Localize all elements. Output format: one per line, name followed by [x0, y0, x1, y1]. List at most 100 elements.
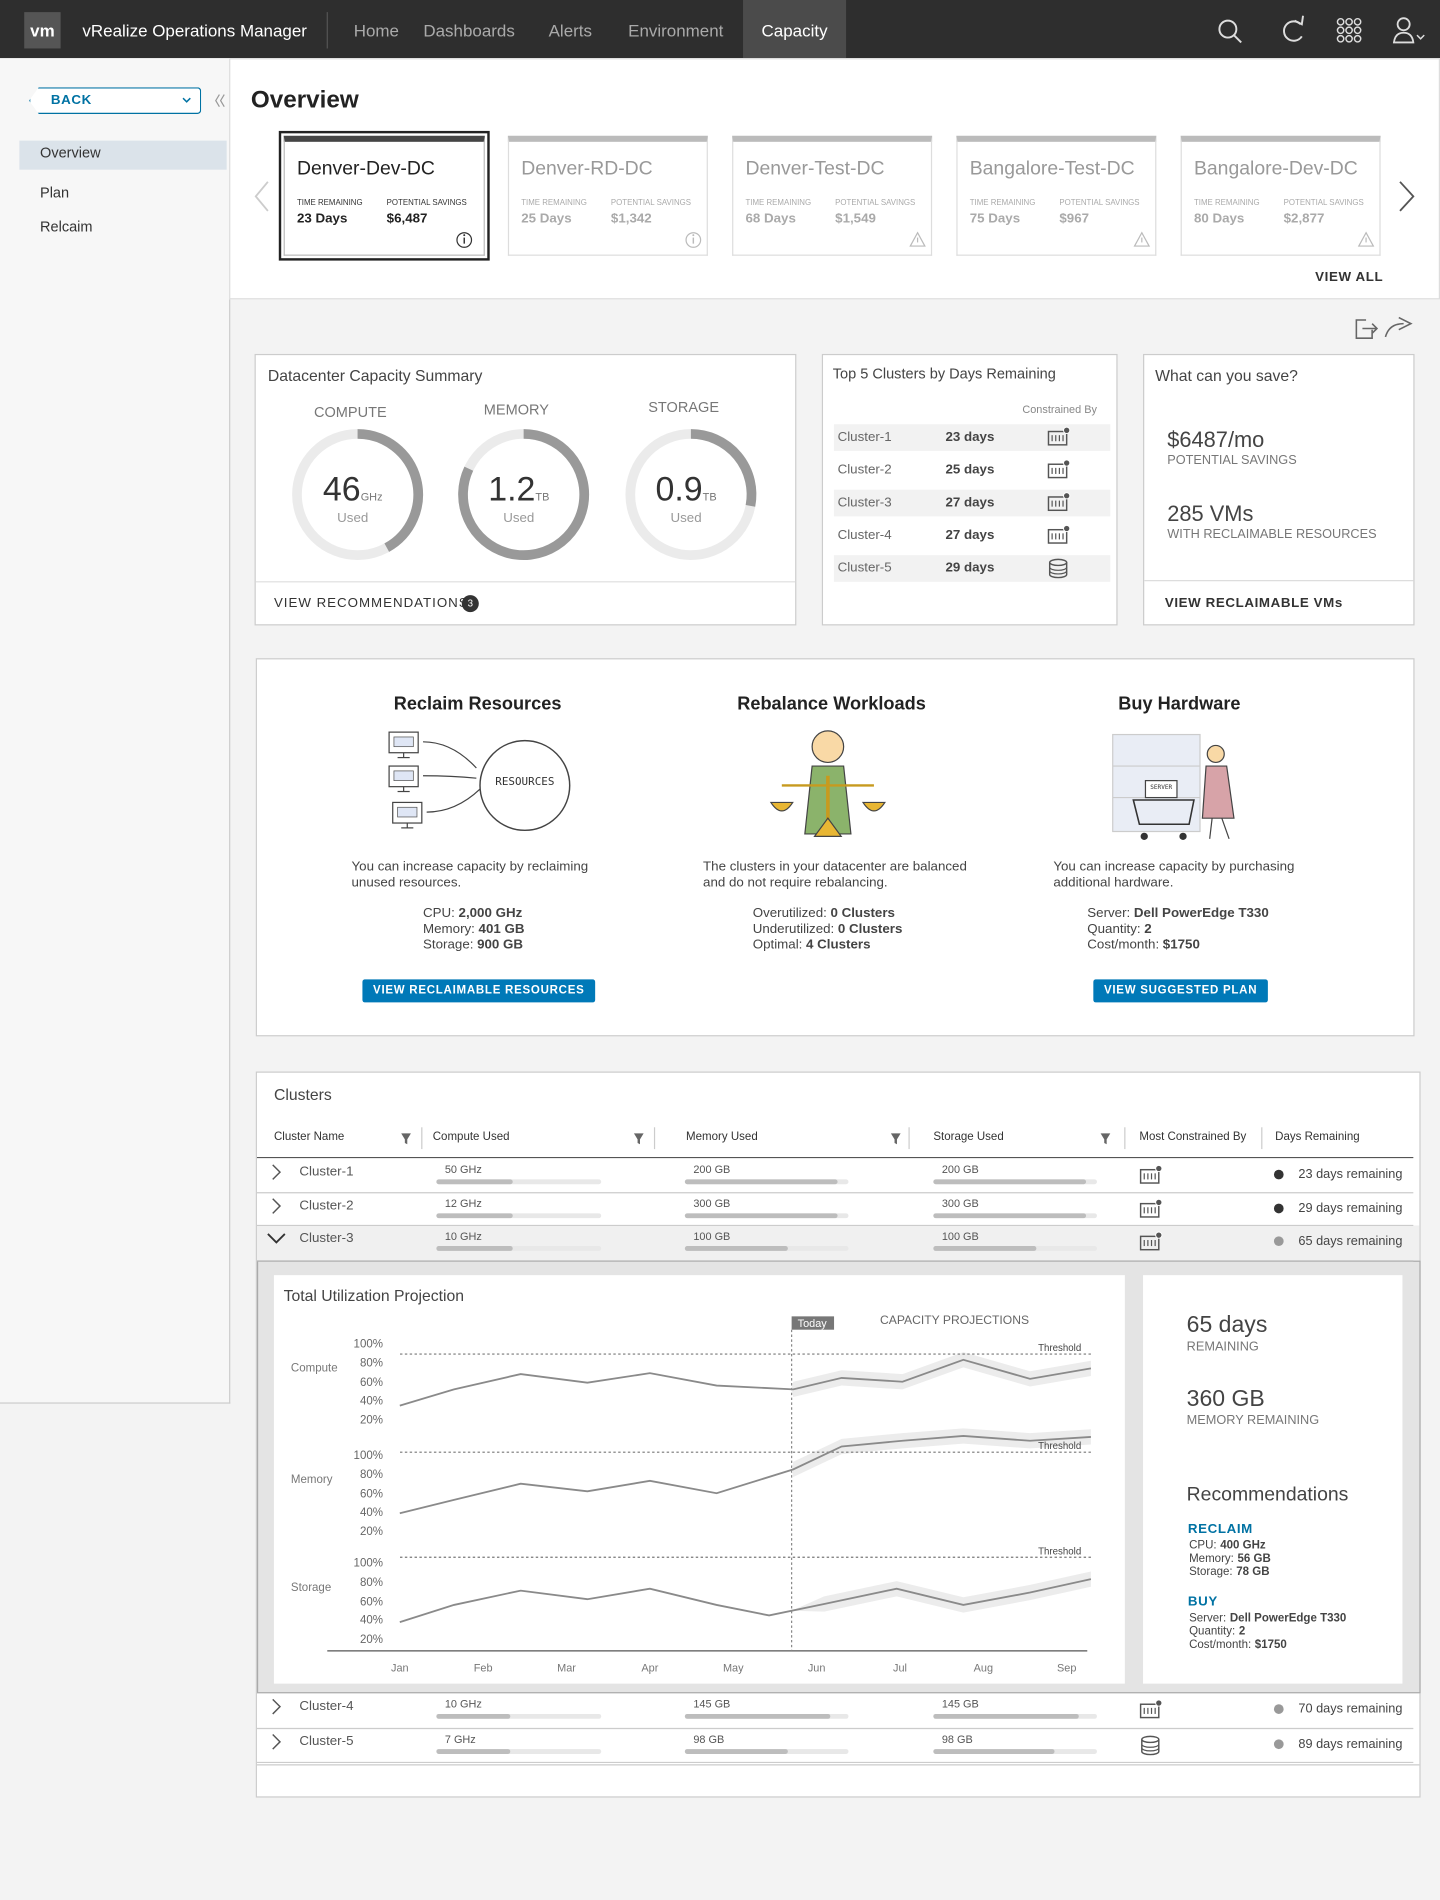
compute-icon	[1063, 492, 1071, 500]
cluster-name[interactable]: Cluster-2	[299, 1198, 354, 1213]
nav-item[interactable]: Alerts	[548, 20, 592, 40]
recommendation-line-value: 400 GHz	[1220, 1538, 1266, 1553]
back-caret	[182, 97, 191, 103]
logo: vm	[24, 12, 61, 49]
datacenter-name[interactable]: Denver-RD-DC	[521, 158, 653, 180]
row-expand[interactable]	[272, 1198, 282, 1214]
usage-bar	[933, 1246, 1037, 1251]
cluster-name[interactable]: Cluster-5	[299, 1734, 354, 1749]
recommendation-line-value: 56 GB	[1237, 1552, 1271, 1566]
gauge-label: COMPUTE	[313, 403, 387, 421]
cluster-days: 89 days remaining	[1298, 1736, 1403, 1752]
row-expand[interactable]	[272, 1734, 282, 1750]
datacenter-name[interactable]: Denver-Test-DC	[745, 158, 885, 180]
y-tick-label: 100%	[353, 1557, 384, 1571]
cluster-storage: 145 GB	[941, 1697, 979, 1711]
datacenter-name[interactable]: Bangalore-Test-DC	[969, 158, 1135, 180]
y-tick-label: 80%	[359, 1576, 384, 1590]
gauge-label: STORAGE	[648, 398, 720, 416]
action-detail: Server: Dell PowerEdge T330	[1087, 906, 1268, 921]
actions-card	[255, 658, 1415, 1037]
action-title: Reclaim Resources	[393, 693, 562, 715]
top-nav	[0, 0, 1440, 59]
cluster-name[interactable]: Cluster-4	[299, 1699, 354, 1714]
compute-icon	[1047, 463, 1068, 479]
cluster-storage: 100 GB	[941, 1230, 979, 1243]
x-tick-label: Sep	[1057, 1661, 1077, 1674]
nav-item[interactable]: Capacity	[761, 20, 828, 40]
projection-legend: CAPACITY PROJECTIONS	[879, 1314, 1030, 1328]
apps-icon	[1345, 34, 1353, 43]
cluster-storage: 98 GB	[941, 1733, 973, 1746]
column-header[interactable]: Compute Used	[432, 1130, 510, 1144]
x-tick-label: Mar	[557, 1661, 576, 1674]
art-person	[1209, 818, 1213, 839]
art-arrow	[423, 741, 477, 769]
datacenter-name[interactable]: Denver-Dev-DC	[296, 158, 435, 180]
action-detail-value: $1750	[1162, 937, 1200, 953]
back-label[interactable]: BACK	[50, 92, 92, 108]
usage-bar	[436, 1246, 513, 1251]
projection-line	[399, 1578, 1092, 1623]
apps-icon	[1336, 26, 1345, 35]
top5-days: 29 days	[945, 560, 995, 576]
storage-icon	[1141, 1744, 1160, 1752]
refresh-icon	[1294, 15, 1304, 26]
sidebar-item[interactable]: Plan	[39, 184, 70, 202]
sidebar-item[interactable]: Overview	[39, 144, 101, 162]
projection-line	[399, 1435, 1091, 1515]
row-expand[interactable]	[272, 1164, 282, 1180]
sidebar-item[interactable]: Relcaim	[39, 218, 93, 236]
cluster-compute: 7 GHz	[444, 1733, 476, 1746]
column-header[interactable]: Storage Used	[933, 1130, 1004, 1144]
save-label: WITH RECLAIMABLE RESOURCES	[1167, 527, 1377, 542]
gauge-sub: Used	[503, 511, 535, 526]
action-button-label[interactable]: VIEW SUGGESTED PLAN	[1103, 983, 1258, 997]
savings-label: POTENTIAL SAVINGS	[610, 199, 692, 208]
warning-icon	[909, 231, 926, 247]
gauge-number: 46	[322, 470, 361, 508]
status-dot	[1273, 1236, 1284, 1247]
savings-value: $1,549	[835, 211, 876, 227]
recommendations-link[interactable]: VIEW RECOMMENDATIONS	[273, 595, 469, 611]
column-header[interactable]: Cluster Name	[273, 1130, 345, 1144]
time-label: TIME REMAINING	[1193, 199, 1260, 208]
x-tick-label: Jul	[893, 1661, 907, 1674]
row-collapse[interactable]	[267, 1233, 286, 1244]
action-detail-value: 2	[1144, 922, 1152, 937]
recommendation-line-label: Storage:	[1189, 1565, 1233, 1579]
savings-label: POTENTIAL SAVINGS	[1283, 199, 1364, 208]
action-detail-label: Cost/month:	[1087, 937, 1160, 953]
column-header[interactable]: Memory Used	[686, 1130, 758, 1144]
compute-icon	[1139, 1235, 1160, 1251]
view-all[interactable]: VIEW ALL	[1315, 269, 1384, 285]
nav-item[interactable]: Environment	[628, 20, 724, 40]
action-button-label[interactable]: VIEW RECLAIMABLE RESOURCES	[373, 983, 585, 997]
row-expand[interactable]	[272, 1698, 282, 1715]
action-detail-label: Quantity:	[1087, 922, 1141, 937]
projection-band	[791, 1352, 1091, 1397]
cluster-name[interactable]: Cluster-3	[299, 1231, 354, 1246]
datacenter-name[interactable]: Bangalore-Dev-DC	[1193, 158, 1358, 180]
cluster-name[interactable]: Cluster-1	[299, 1164, 354, 1180]
nav-item[interactable]: Home	[353, 20, 400, 40]
x-tick-label: Feb	[473, 1661, 493, 1674]
storage-icon	[1049, 567, 1068, 575]
savings-label: POTENTIAL SAVINGS	[1059, 199, 1140, 208]
compute-icon	[1063, 524, 1071, 533]
recommendation-line-value: $1750	[1254, 1638, 1287, 1652]
action-detail: Memory: 401 GB	[423, 922, 524, 937]
datacenter-card	[956, 135, 1157, 256]
cluster-compute: 10 GHz	[444, 1697, 482, 1711]
top5-title: Top 5 Clusters by Days Remaining	[832, 364, 1056, 382]
datacenter-card-inner	[283, 135, 485, 256]
action-button	[362, 979, 596, 1003]
summary-title: Datacenter Capacity Summary	[267, 366, 483, 385]
nav-item[interactable]: Dashboards	[423, 20, 515, 40]
action-detail-label: CPU:	[423, 906, 455, 921]
usage-bar	[933, 1713, 1079, 1719]
carousel-prev	[254, 181, 269, 212]
reclaimable-link[interactable]: VIEW RECLAIMABLE VMs	[1164, 595, 1343, 611]
top5-column: Constrained By	[1022, 403, 1097, 416]
action-detail-label: Memory:	[423, 922, 475, 937]
